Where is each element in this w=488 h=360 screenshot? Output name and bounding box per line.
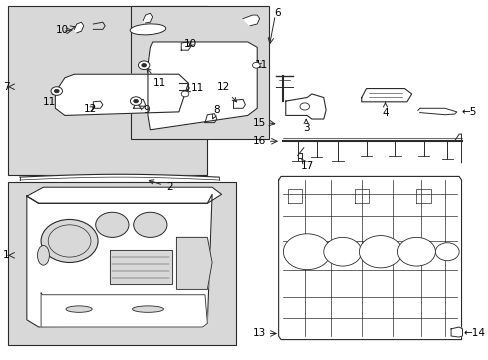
- Text: 12: 12: [83, 104, 97, 114]
- Circle shape: [434, 243, 458, 261]
- Ellipse shape: [132, 306, 163, 312]
- Circle shape: [359, 235, 401, 268]
- Circle shape: [51, 87, 62, 95]
- Text: 9: 9: [138, 105, 150, 116]
- Text: 1: 1: [3, 250, 10, 260]
- Polygon shape: [41, 293, 207, 327]
- Circle shape: [397, 237, 434, 266]
- Text: 10: 10: [184, 40, 197, 49]
- Polygon shape: [110, 250, 171, 284]
- Polygon shape: [278, 176, 461, 339]
- Bar: [131, 6, 268, 139]
- Text: 7: 7: [3, 82, 10, 92]
- Polygon shape: [285, 94, 325, 119]
- Text: 11: 11: [42, 92, 56, 107]
- Circle shape: [283, 234, 330, 270]
- Ellipse shape: [38, 246, 49, 265]
- Text: 15: 15: [252, 118, 265, 128]
- Polygon shape: [243, 15, 259, 26]
- Bar: [8, 6, 207, 175]
- Circle shape: [138, 61, 149, 69]
- Polygon shape: [55, 74, 188, 116]
- Text: 12: 12: [216, 82, 236, 102]
- Circle shape: [133, 212, 166, 237]
- Text: 16: 16: [252, 136, 265, 146]
- Text: ←14: ←14: [463, 328, 485, 338]
- Polygon shape: [27, 187, 221, 203]
- Circle shape: [252, 62, 260, 68]
- Text: 11: 11: [254, 60, 267, 70]
- Polygon shape: [450, 327, 462, 337]
- Text: 8: 8: [212, 105, 220, 119]
- Polygon shape: [74, 22, 83, 33]
- Circle shape: [41, 220, 98, 262]
- Circle shape: [323, 237, 361, 266]
- Polygon shape: [27, 194, 212, 327]
- Polygon shape: [176, 237, 212, 289]
- Text: ←5: ←5: [461, 107, 476, 117]
- Text: 10: 10: [56, 25, 75, 35]
- Text: 3: 3: [302, 120, 309, 133]
- Circle shape: [130, 97, 142, 105]
- Polygon shape: [148, 42, 257, 130]
- Ellipse shape: [191, 249, 203, 269]
- Circle shape: [181, 91, 188, 97]
- Ellipse shape: [66, 306, 92, 312]
- Text: 13: 13: [252, 328, 265, 338]
- Text: 4: 4: [382, 102, 388, 118]
- Circle shape: [133, 99, 138, 103]
- Polygon shape: [143, 13, 152, 23]
- Bar: [8, 182, 235, 345]
- Polygon shape: [417, 108, 456, 115]
- Text: 6: 6: [273, 8, 280, 18]
- Circle shape: [54, 89, 59, 93]
- Text: 11: 11: [146, 68, 166, 88]
- Polygon shape: [361, 89, 411, 102]
- Ellipse shape: [130, 24, 165, 35]
- Text: 11: 11: [185, 83, 204, 93]
- Circle shape: [142, 63, 146, 67]
- Circle shape: [96, 212, 129, 237]
- Text: 17: 17: [300, 159, 313, 171]
- Text: 2: 2: [149, 180, 172, 192]
